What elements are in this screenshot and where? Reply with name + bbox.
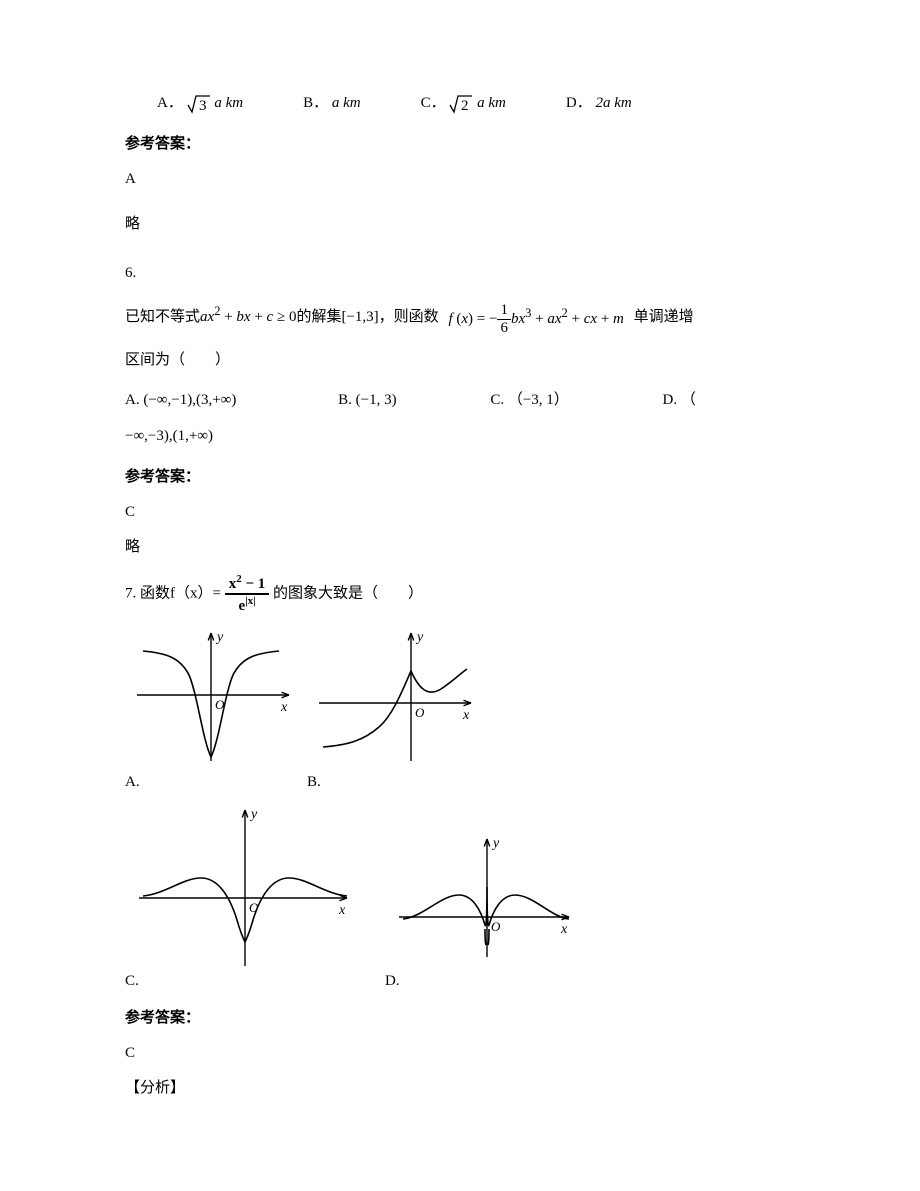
opt-label: B. [338, 392, 352, 408]
q6-answer: C [125, 499, 860, 526]
q7-charts-row1: y x O A. y x O B. [125, 623, 860, 796]
chart-C-label: C. [125, 968, 139, 995]
chart-D-label: D. [385, 968, 400, 995]
opt-text: (−∞,−1),(3,+∞) [143, 392, 236, 408]
opt-text: (−1, 3) [356, 392, 397, 408]
q7-answer-label: 参考答案： [125, 1005, 860, 1032]
svg-text:3: 3 [199, 98, 207, 114]
q7-stem-suffix: 的图象大致是（ ） [273, 585, 423, 601]
q7-number: 7. [125, 585, 136, 601]
q6-omit: 略 [125, 534, 860, 561]
opt-label: D. [663, 392, 678, 408]
q5-opt-C: C． 2 a km [421, 90, 506, 117]
q5-opt-B: B． a km [303, 90, 361, 117]
svg-text:x: x [280, 700, 288, 715]
q5-answer-label: 参考答案： [125, 131, 860, 158]
q6-opt-D: D. （ [663, 382, 696, 418]
q7-answer: C [125, 1040, 860, 1067]
opt-label: B． [303, 95, 328, 111]
svg-text:y: y [249, 807, 258, 822]
opt-label: D． [566, 95, 592, 111]
svg-text:x: x [338, 903, 346, 918]
q7-chart-A: y x O A. [125, 623, 295, 796]
opt-text: 2a km [595, 95, 631, 111]
q5-opt-D: D． 2a km [566, 90, 632, 117]
opt-label: A. [125, 392, 140, 408]
svg-text:y: y [215, 630, 224, 645]
svg-text:O: O [249, 900, 259, 915]
chart-B-label: B. [307, 769, 321, 796]
q5-options: A． 3 a km B． a km C． 2 a km D． 2a km [125, 90, 860, 117]
q6-opt-A: A. (−∞,−1),(3,+∞) [125, 382, 236, 418]
frac-num: x2 − 1 [229, 576, 266, 592]
q7-chart-B: y x O B. [307, 623, 477, 796]
chart-B-svg: y x O [307, 623, 477, 773]
q7-stem-prefix: 函数f（x）= [136, 585, 224, 601]
chart-C-svg: y x O [125, 802, 353, 972]
q6-options: A. (−∞,−1),(3,+∞) B. (−1, 3) C. （−3, 1） … [125, 382, 860, 454]
opt-unit: a km [477, 95, 506, 111]
svg-text:O: O [415, 705, 425, 720]
svg-text:y: y [415, 630, 424, 645]
opt-text: （−3, 1） [508, 392, 569, 408]
q6-ineq: ax2 + bx + c ≥ 0 [200, 309, 296, 325]
q6-stem-line2: 区间为（ ） [125, 347, 860, 374]
q5-answer: A [125, 166, 860, 193]
q6-stem-suffix: 单调递增 [634, 309, 694, 325]
q5-opt-A: A． 3 a km [157, 90, 243, 117]
svg-text:2: 2 [461, 98, 469, 114]
q6-opt-D-line2: −∞,−3),(1,+∞) [125, 428, 213, 444]
svg-text:O: O [215, 697, 225, 712]
q7-charts-row2: y x O C. y x O D. [125, 802, 860, 995]
q6-opt-C: C. （−3, 1） [490, 382, 568, 418]
q6-stem-mid: 的解集 [296, 309, 341, 325]
opt-label: C． [421, 95, 446, 111]
q6-stem-mid2: ，则函数 [379, 309, 439, 325]
q6-stem-prefix: 已知不等式 [125, 309, 200, 325]
q7-analysis: 【分析】 [125, 1075, 860, 1102]
svg-text:x: x [560, 922, 568, 937]
chart-A-svg: y x O [125, 623, 295, 773]
opt-text: a km [332, 95, 361, 111]
q6-set: [−1,3] [341, 309, 378, 325]
chart-A-label: A. [125, 769, 140, 796]
opt-label: C. [490, 392, 504, 408]
q5-omit: 略 [125, 211, 860, 238]
chart-D-svg: y x O [385, 817, 575, 972]
q6-answer-label: 参考答案： [125, 464, 860, 491]
q6-opt-B: B. (−1, 3) [338, 382, 396, 418]
opt-label: A． [157, 95, 183, 111]
svg-text:y: y [491, 836, 500, 851]
opt-text: （ [681, 392, 696, 408]
sqrt-3: 3 [187, 93, 211, 115]
opt-unit: a km [214, 95, 243, 111]
q6-number: 6. [125, 260, 860, 287]
svg-text:x: x [462, 708, 470, 723]
q6-stem: 已知不等式ax2 + bx + c ≥ 0的解集[−1,3]，则函数 f (x)… [125, 295, 860, 339]
q7-frac: x2 − 1 e|x| [225, 573, 270, 616]
q6-fx: f (x) = −16bx3 + ax2 + cx + m [448, 297, 623, 339]
q7-chart-D: y x O D. [385, 817, 575, 995]
q7-stem-row: 7. 函数f（x）= x2 − 1 e|x| 的图象大致是（ ） [125, 573, 860, 616]
svg-text:O: O [491, 919, 501, 934]
frac-den: e|x| [238, 598, 255, 614]
sqrt-2: 2 [449, 93, 473, 115]
q7-chart-C: y x O C. [125, 802, 353, 995]
